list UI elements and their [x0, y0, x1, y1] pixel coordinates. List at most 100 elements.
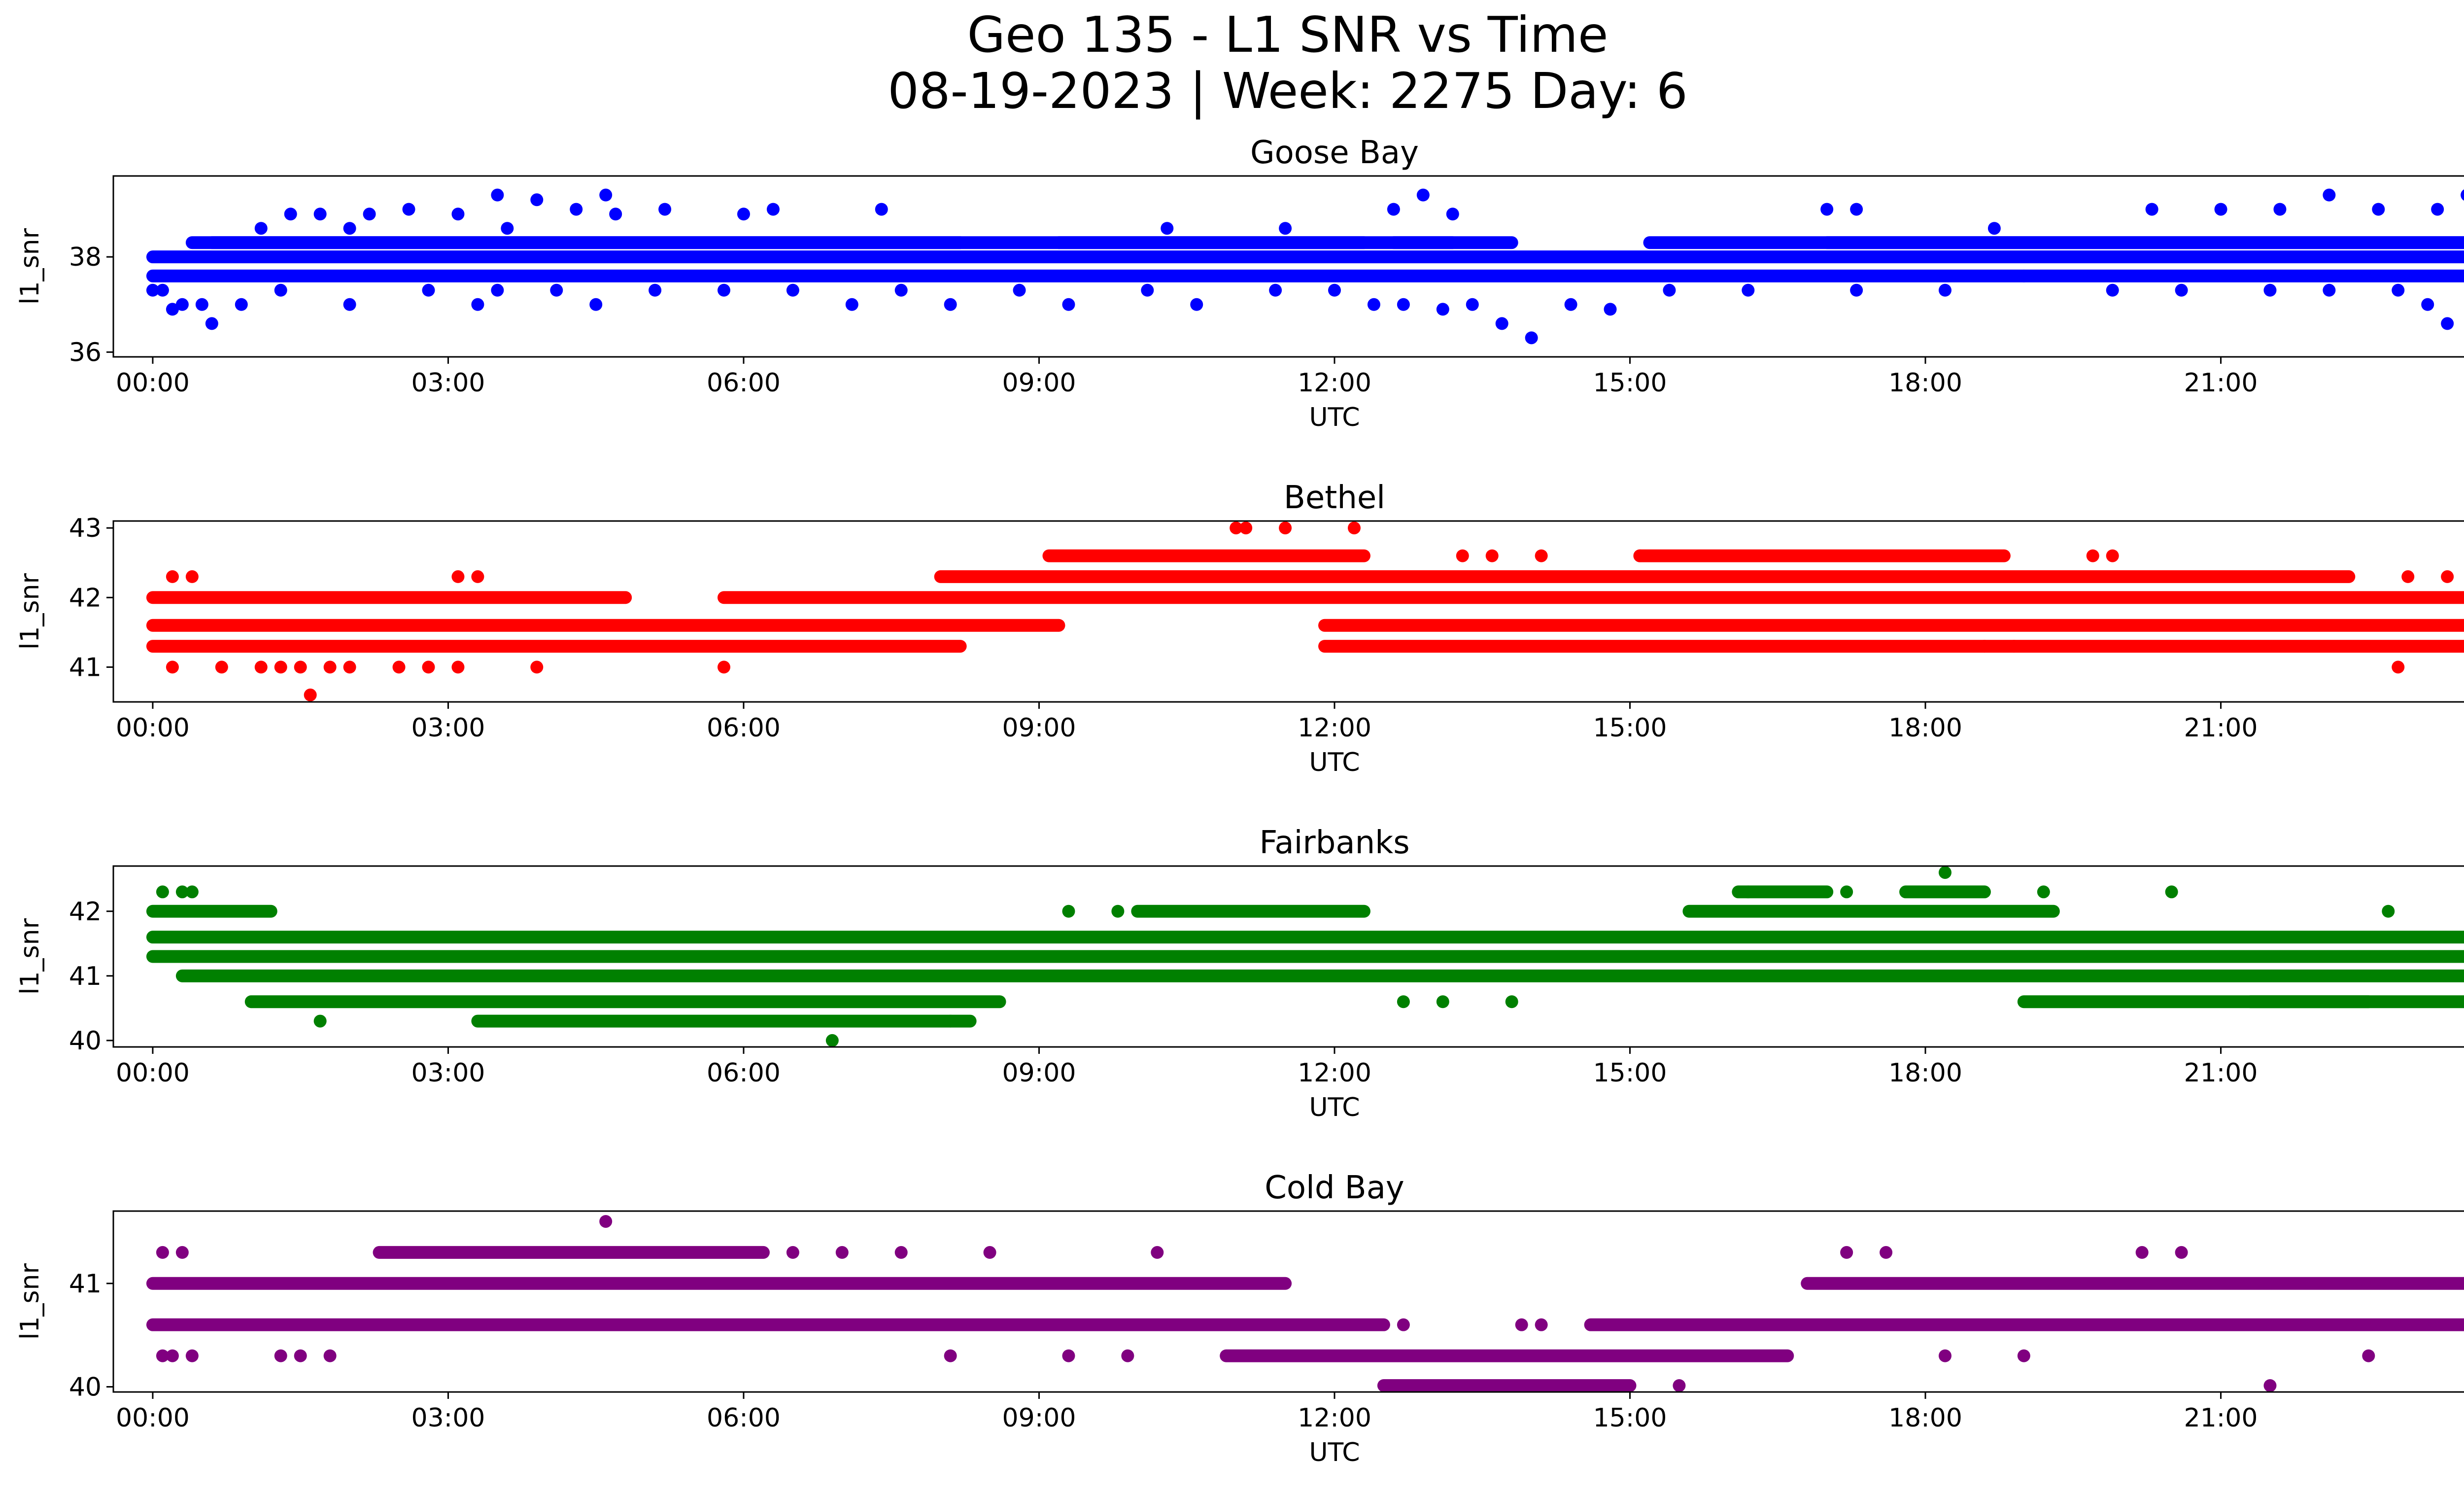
y-axis-label: l1_snr — [15, 1263, 45, 1340]
x-tick-label: 12:00 — [1298, 1058, 1371, 1088]
data-point — [530, 193, 544, 207]
data-point — [363, 208, 376, 221]
data-point — [2372, 203, 2385, 216]
data-point — [156, 885, 169, 899]
data-point — [589, 298, 603, 311]
data-point — [2392, 661, 2405, 674]
data-point — [422, 283, 435, 297]
data-point — [323, 661, 337, 674]
data-point — [175, 1246, 189, 1259]
data-point — [2441, 570, 2454, 583]
subplot-title: Bethel — [1284, 480, 1385, 516]
data-point — [766, 203, 780, 216]
data-point — [2323, 283, 2336, 297]
data-point — [2382, 904, 2395, 918]
x-tick-label: 21:00 — [2184, 713, 2258, 743]
x-tick-label: 09:00 — [1002, 713, 1076, 743]
data-point — [195, 298, 208, 311]
data-point — [254, 661, 268, 674]
data-point — [1230, 522, 1243, 535]
data-point — [2175, 283, 2188, 297]
data-point — [471, 298, 484, 311]
data-point — [1367, 298, 1380, 311]
x-tick-label: 15:00 — [1593, 368, 1667, 398]
data-point — [649, 283, 662, 297]
figure-title-line-2: 08-19-2023 | Week: 2275 Day: 6 — [888, 62, 1688, 120]
data-point — [304, 688, 317, 701]
data-point — [1161, 222, 1174, 235]
data-point — [737, 208, 750, 221]
data-point — [1663, 283, 1676, 297]
data-point — [1978, 640, 1991, 653]
data-point — [2135, 1246, 2149, 1259]
data-point — [2007, 640, 2020, 653]
x-tick-label: 00:00 — [116, 368, 190, 398]
y-tick-label: 38 — [69, 243, 102, 272]
data-point — [343, 298, 356, 311]
data-point — [1279, 522, 1292, 535]
x-tick-label: 03:00 — [411, 368, 485, 398]
y-tick-label: 43 — [69, 514, 102, 543]
data-point — [274, 283, 287, 297]
data-point — [1328, 283, 1341, 297]
data-point — [166, 570, 179, 583]
data-point — [786, 283, 799, 297]
y-tick-label: 36 — [69, 338, 102, 367]
data-point — [530, 661, 544, 674]
subplot-goose-bay: Goose Bay 00:00 03:00 06:00 09:00 12:00 15:00 1… — [15, 135, 2464, 432]
data-point — [254, 222, 268, 235]
x-axis-label: UTC — [1309, 1438, 1360, 1467]
data-point — [491, 188, 504, 202]
subplot-title: Goose Bay — [1250, 135, 1419, 171]
data-point — [1347, 522, 1361, 535]
data-point — [274, 661, 287, 674]
data-point — [451, 570, 465, 583]
x-axis-label: UTC — [1309, 748, 1360, 777]
y-tick-label: 41 — [69, 962, 102, 991]
data-point — [166, 1349, 179, 1362]
x-tick-label: 15:00 — [1593, 713, 1667, 743]
data-point — [845, 298, 858, 311]
data-point — [471, 570, 484, 583]
data-point — [1535, 549, 1548, 562]
data-point — [166, 661, 179, 674]
data-point — [294, 661, 307, 674]
data-point — [1840, 1246, 1853, 1259]
data-point — [1673, 1379, 1686, 1392]
data-point — [718, 661, 730, 674]
y-tick-label: 41 — [69, 1269, 102, 1299]
x-tick-label: 15:00 — [1593, 1403, 1667, 1433]
data-point — [658, 203, 672, 216]
plot-area-frame — [112, 175, 2464, 358]
data-point — [1397, 995, 1410, 1008]
x-tick-label: 21:00 — [2184, 1058, 2258, 1088]
data-point — [1062, 904, 1075, 918]
y-axis-label: l1_snr — [15, 573, 45, 650]
data-point — [491, 283, 504, 297]
data-point — [156, 1246, 169, 1259]
data-point — [1151, 1246, 1164, 1259]
data-point — [274, 1349, 287, 1362]
x-tick-label: 21:00 — [2184, 368, 2258, 398]
data-point — [156, 1349, 169, 1362]
data-point — [2431, 203, 2444, 216]
data-point — [2461, 189, 2464, 201]
data-point — [1485, 549, 1499, 562]
y-tick-label: 40 — [69, 1026, 102, 1056]
data-point — [175, 885, 189, 899]
data-point — [2106, 549, 2119, 562]
data-point — [2323, 188, 2336, 202]
x-tick-label: 03:00 — [411, 713, 485, 743]
y-tick-label: 41 — [69, 653, 102, 682]
subplot-cold-bay: Cold Bay 00:00 03:00 06:00 09:00 12:00 15:00 18… — [15, 1170, 2464, 1467]
data-point — [2086, 549, 2099, 562]
data-point — [2421, 298, 2434, 311]
plot-area-frame — [112, 1210, 2464, 1393]
x-tick-label: 09:00 — [1002, 1403, 1076, 1433]
data-point — [1111, 904, 1125, 918]
data-point — [944, 298, 957, 311]
data-point — [1495, 317, 1508, 330]
data-point — [2392, 283, 2405, 297]
data-point — [2145, 203, 2158, 216]
